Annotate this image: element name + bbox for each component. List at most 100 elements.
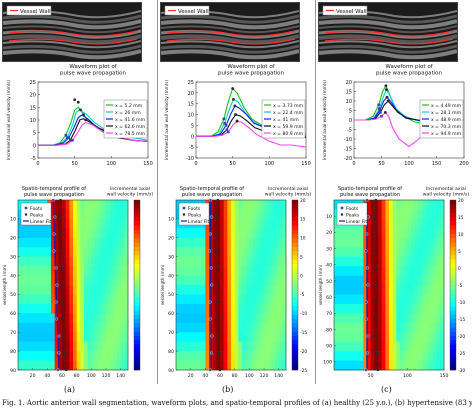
heatmap-cell: [102, 247, 107, 257]
tissue-band: [2, 34, 142, 45]
heatmap-cell: [117, 341, 121, 352]
heatmap-cell: [389, 200, 393, 210]
heatmap-cell: [345, 351, 349, 361]
heatmap-cell: [58, 351, 63, 361]
heatmap-cell: [106, 360, 110, 371]
heatmap-cell: [106, 275, 110, 286]
colorbar-segment: [134, 319, 140, 324]
heatmap-cell: [359, 294, 364, 305]
heatmap-cell: [227, 228, 232, 239]
heatmap-cell: [334, 303, 338, 314]
heatmap-cell: [29, 303, 33, 314]
heatmap-cell: [21, 313, 26, 324]
heatmap-cell: [65, 256, 70, 267]
foot-marker: [365, 198, 369, 202]
heatmap-frame: [17, 199, 129, 371]
heatmap-cell: [205, 266, 210, 276]
heatmap-cell: [62, 322, 66, 333]
heatmap-cell: [216, 237, 221, 248]
heatmap-cell: [429, 218, 434, 229]
heatmap-cell: [348, 285, 353, 295]
heatmap-cell: [392, 237, 397, 248]
heatmap-cell: [407, 275, 412, 286]
heatmap-cell: [65, 313, 70, 324]
heatmap-cell: [334, 200, 338, 210]
heatmap-cell: [223, 341, 228, 352]
y-tick-label: 10: [346, 99, 352, 105]
heatmap-cell: [275, 360, 279, 371]
heatmap-cell: [385, 341, 390, 352]
heatmap-cell: [264, 247, 268, 257]
heatmap-cell: [205, 313, 210, 324]
colorbar-segment: [450, 348, 456, 354]
heatmap-cell: [385, 237, 390, 248]
heatmap-cell: [411, 275, 415, 286]
heatmap-cell: [260, 360, 265, 371]
legend-entry: x = 94.9 mm: [431, 131, 462, 137]
heatmap-cell: [231, 285, 235, 295]
heatmap-cell: [183, 322, 188, 333]
tissue-band: [318, 49, 458, 60]
colorbar-segment: [134, 340, 140, 345]
heatmap-cell: [381, 351, 386, 361]
heatmap-cell: [378, 218, 382, 229]
heatmap-cell: [396, 266, 401, 276]
heatmap-cell: [18, 237, 22, 248]
heatmap-cell: [80, 247, 85, 257]
heatmap-cell: [29, 322, 33, 333]
heatmap-cell: [29, 332, 33, 342]
heatmap-cell: [194, 237, 199, 248]
y-axis-label: Incremental axial wall velocity (mm/s): [322, 80, 327, 160]
heatmap-cell: [374, 266, 379, 276]
heatmap-cell: [98, 247, 103, 257]
heatmap-cell: [348, 294, 353, 305]
colorbar-segment: [450, 327, 456, 333]
heatmap-cell: [25, 285, 30, 295]
heatmap-cell: [363, 322, 368, 333]
heatmap-cell: [436, 285, 441, 295]
heatmap-cell: [183, 332, 188, 342]
heatmap-cell: [91, 200, 96, 210]
heatmap-cell: [212, 209, 217, 220]
heatmap-cell: [124, 275, 129, 286]
heatmap-cell: [95, 275, 99, 286]
heatmap-cell: [80, 228, 85, 239]
heatmap-cell: [374, 275, 379, 286]
heatmap-cell: [223, 256, 228, 267]
heatmap-cell: [234, 209, 239, 220]
heatmap-cell: [400, 247, 404, 257]
heatmap-cell: [190, 237, 195, 248]
heatmap-cell: [18, 313, 22, 324]
heatmap-cell: [278, 228, 283, 239]
heatmap-cell: [234, 285, 239, 295]
heatmap-cell: [227, 322, 232, 333]
heatmap-cell: [36, 322, 41, 333]
heatmap-cell: [407, 209, 412, 220]
heatmap-cell: [407, 237, 412, 248]
st-y-tick-label: 50: [326, 279, 332, 285]
heatmap-cell: [223, 266, 228, 276]
st-x-tick-label: 120: [102, 373, 111, 379]
heatmap-cell: [98, 360, 103, 371]
heatmap-cell: [378, 341, 382, 352]
heatmap-cell: [267, 294, 272, 305]
heatmap-cell: [249, 351, 254, 361]
heatmap-cell: [392, 360, 397, 371]
heatmap-cell: [396, 218, 401, 229]
heatmap-cell: [440, 275, 445, 286]
heatmap-cell: [374, 341, 379, 352]
heatmap-cell: [429, 228, 434, 239]
heatmap-cell: [245, 341, 250, 352]
heatmap-cell: [433, 237, 437, 248]
heatmap-cell: [80, 266, 85, 276]
y-tick-label: -10: [344, 137, 352, 143]
heatmap-cell: [223, 228, 228, 239]
peak-marker: [216, 266, 220, 270]
heatmap-cell: [418, 275, 423, 286]
figure-caption: Fig. 1. Aortic anterior wall segmentatio…: [2, 399, 472, 407]
heatmap-cell: [212, 303, 217, 314]
heatmap-cell: [91, 360, 96, 371]
peak-marker: [375, 283, 378, 287]
heatmap-cell: [341, 256, 346, 267]
colorbar-frame: [133, 199, 141, 371]
